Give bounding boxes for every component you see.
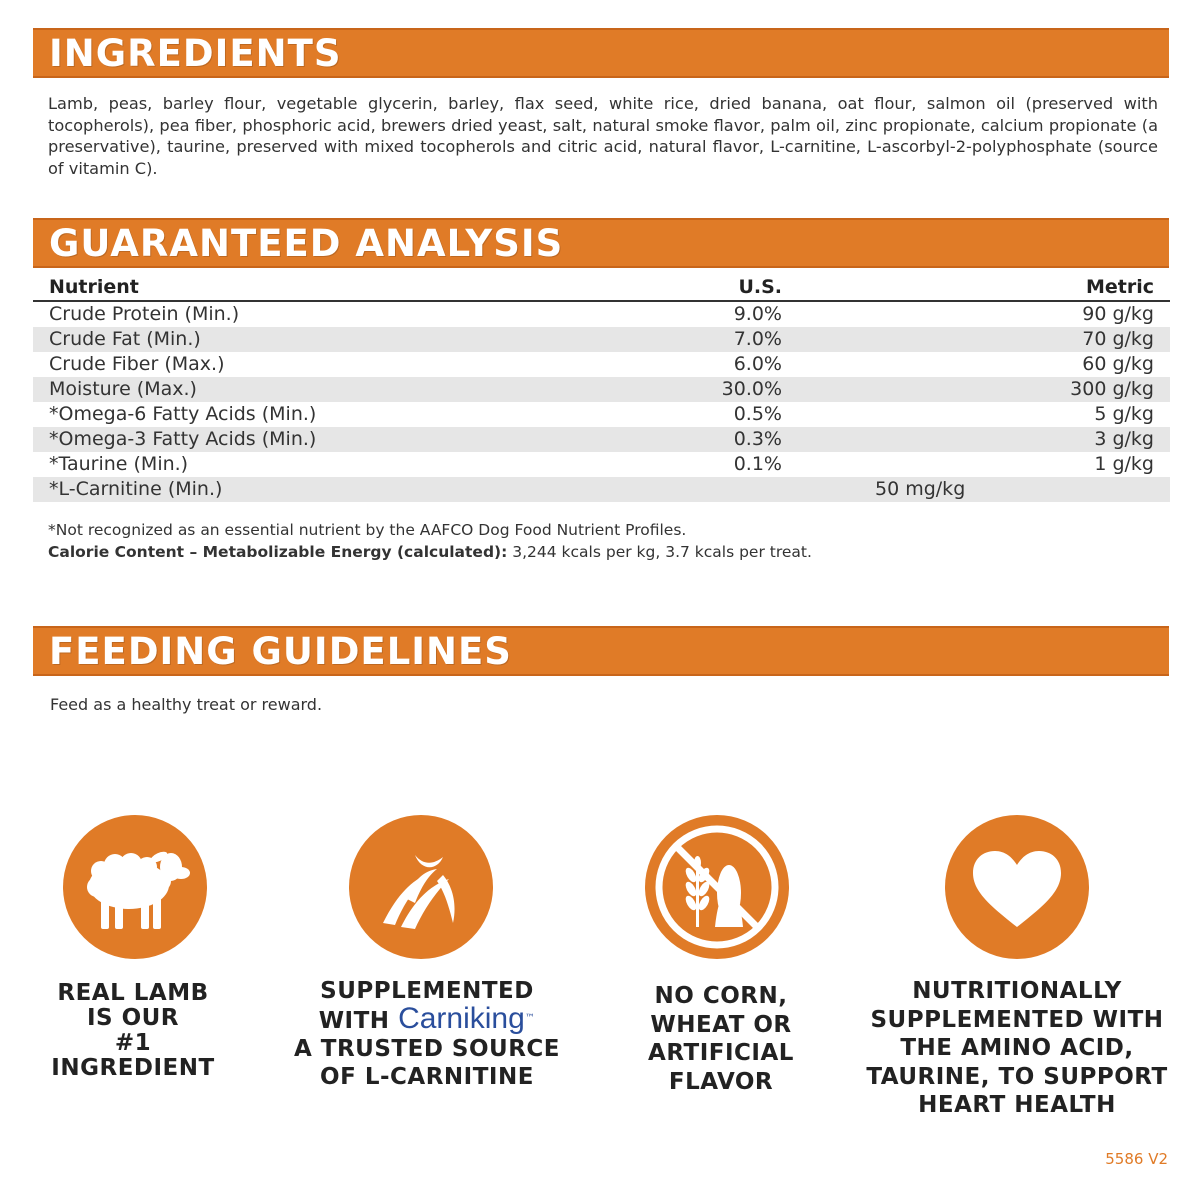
table-row: Crude Fiber (Max.) 6.0% 60 g/kg xyxy=(33,352,1170,377)
nutrient-name: Moisture (Max.) xyxy=(49,378,197,400)
caption-line: FLAVOR xyxy=(668,1068,774,1095)
header-us: U.S. xyxy=(738,276,782,298)
caption-line: SUPPLEMENTED WITH xyxy=(870,1006,1164,1033)
caption-line: WHEAT OR xyxy=(650,1011,792,1038)
caption-line: OF L-CARNITINE xyxy=(320,1064,534,1090)
header-metric: Metric xyxy=(1085,276,1154,298)
version-code: 5586 V2 xyxy=(1105,1150,1168,1168)
table-row: Crude Protein (Min.) 9.0% 90 g/kg xyxy=(33,302,1170,327)
table-row: Moisture (Max.) 30.0% 300 g/kg xyxy=(33,377,1170,402)
caption-line: TAURINE, TO SUPPORT xyxy=(866,1063,1168,1090)
us-value: 0.5% xyxy=(733,403,782,425)
caption-line: NUTRITIONALLY xyxy=(912,978,1122,1004)
metric-value: 3 g/kg xyxy=(1094,428,1154,450)
table-row: *L-Carnitine (Min.) 50 mg/kg xyxy=(33,477,1170,502)
nutrient-name: Crude Fat (Min.) xyxy=(49,328,201,350)
header-nutrient: Nutrient xyxy=(49,276,139,298)
metric-value: 1 g/kg xyxy=(1094,453,1154,475)
nutrient-name: *Taurine (Min.) xyxy=(49,453,189,475)
carniking-line: WITH Carniking™ xyxy=(280,1002,574,1035)
real-lamb-caption: REAL LAMB IS OUR #1 INGREDIENT xyxy=(30,981,236,1081)
lamb-icon xyxy=(63,815,207,959)
nutrient-name: *Omega-3 Fatty Acids (Min.) xyxy=(49,428,317,450)
caption-line: REAL LAMB xyxy=(57,980,209,1006)
calorie-content: Calorie Content – Metabolizable Energy (… xyxy=(48,541,812,563)
trademark-symbol: ™ xyxy=(524,1013,536,1024)
carniking-icon xyxy=(349,815,493,959)
metric-value: 60 g/kg xyxy=(1082,353,1154,375)
feeding-instructions: Feed as a healthy treat or reward. xyxy=(50,695,323,714)
feeding-header: FEEDING GUIDELINES xyxy=(33,626,1169,676)
aafco-footnote: *Not recognized as an essential nutrient… xyxy=(48,521,687,539)
nutrient-name: *Omega-6 Fatty Acids (Min.) xyxy=(49,403,317,425)
caption-line: A TRUSTED SOURCE xyxy=(293,1036,561,1062)
ingredients-list: Lamb, peas, barley flour, vegetable glyc… xyxy=(48,94,1158,178)
taurine-caption: NUTRITIONALLY SUPPLEMENTED WITH THE AMIN… xyxy=(852,977,1182,1120)
no-corn-caption: NO CORN, WHEAT OR ARTIFICIAL FLAVOR xyxy=(626,982,816,1096)
nutrient-name: Crude Protein (Min.) xyxy=(49,303,240,325)
nutrient-name: *L-Carnitine (Min.) xyxy=(49,478,223,500)
analysis-title: GUARANTEED ANALYSIS xyxy=(49,222,564,265)
us-value: 0.1% xyxy=(733,453,782,475)
caption-line: HEART HEALTH xyxy=(918,1092,1116,1118)
nutrient-name: Crude Fiber (Max.) xyxy=(49,353,225,375)
no-grain-icon xyxy=(645,815,789,959)
table-row: Crude Fat (Min.) 7.0% 70 g/kg xyxy=(33,327,1170,352)
us-value: 6.0% xyxy=(733,353,782,375)
caption-line: THE AMINO ACID, xyxy=(900,1035,1134,1061)
caption-line: NO CORN, xyxy=(654,983,788,1009)
metric-value: 300 g/kg xyxy=(1070,378,1154,400)
caption-with: WITH xyxy=(318,1008,390,1034)
us-value: 9.0% xyxy=(733,303,782,325)
heart-icon xyxy=(945,815,1089,959)
metric-value: 90 g/kg xyxy=(1082,303,1154,325)
caption-line: ARTIFICIAL xyxy=(648,1040,794,1066)
calorie-value: 3,244 kcals per kg, 3.7 kcals per treat. xyxy=(507,543,812,561)
caption-line: SUPPLEMENTED xyxy=(320,978,534,1004)
metric-value: 5 g/kg xyxy=(1094,403,1154,425)
ingredients-title: INGREDIENTS xyxy=(49,32,342,75)
feeding-title: FEEDING GUIDELINES xyxy=(49,630,512,673)
analysis-table: Nutrient U.S. Metric Crude Protein (Min.… xyxy=(33,276,1170,502)
calorie-label: Calorie Content – Metabolizable Energy (… xyxy=(48,543,508,561)
caption-line: IS OUR xyxy=(86,1005,180,1031)
ingredients-header: INGREDIENTS xyxy=(33,28,1169,78)
table-row: *Omega-6 Fatty Acids (Min.) 0.5% 5 g/kg xyxy=(33,402,1170,427)
analysis-header: GUARANTEED ANALYSIS xyxy=(33,218,1169,268)
caption-line: #1 INGREDIENT xyxy=(51,1030,215,1081)
combined-value: 50 mg/kg xyxy=(875,478,966,500)
us-value: 0.3% xyxy=(733,428,782,450)
table-row: *Omega-3 Fatty Acids (Min.) 0.3% 3 g/kg xyxy=(33,427,1170,452)
us-value: 30.0% xyxy=(721,378,782,400)
table-header: Nutrient U.S. Metric xyxy=(33,276,1170,302)
table-row: *Taurine (Min.) 0.1% 1 g/kg xyxy=(33,452,1170,477)
us-value: 7.0% xyxy=(733,328,782,350)
carniking-logo: Carniking xyxy=(398,1002,525,1035)
metric-value: 70 g/kg xyxy=(1082,328,1154,350)
carniking-caption: SUPPLEMENTED WITH Carniking™ A TRUSTED S… xyxy=(280,977,574,1091)
